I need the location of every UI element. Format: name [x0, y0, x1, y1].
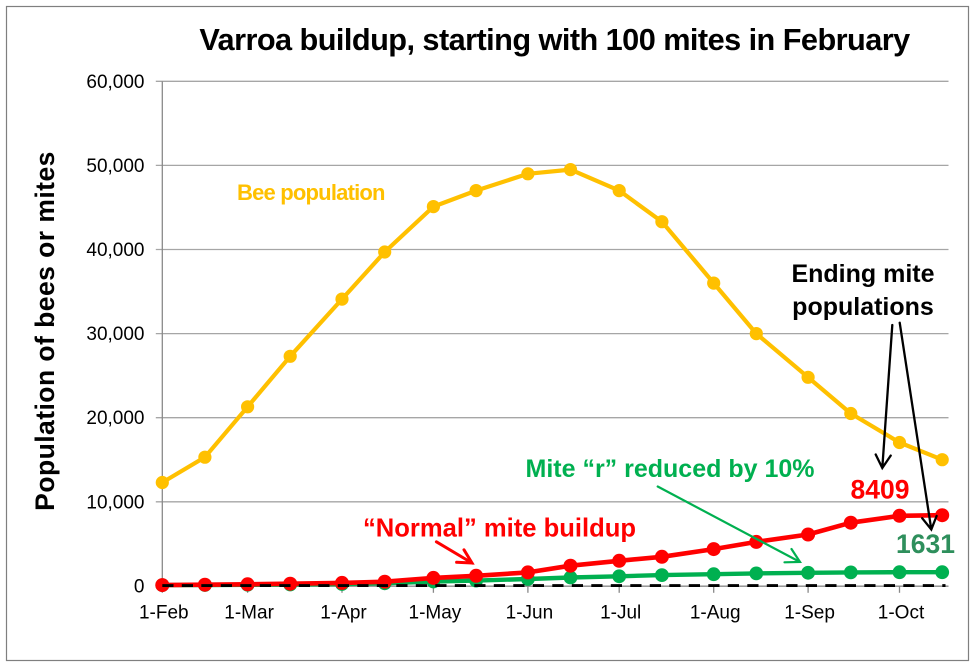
- svg-text:20,000: 20,000: [86, 408, 144, 429]
- svg-text:1-Sep: 1-Sep: [784, 603, 835, 624]
- svg-text:1-Oct: 1-Oct: [878, 603, 925, 624]
- svg-text:50,000: 50,000: [86, 156, 144, 177]
- svg-text:populations: populations: [792, 293, 934, 321]
- svg-text:1631: 1631: [896, 529, 955, 559]
- svg-text:Population of bees or mites: Population of bees or mites: [30, 151, 60, 511]
- svg-text:1-Apr: 1-Apr: [320, 603, 367, 624]
- svg-text:10,000: 10,000: [86, 492, 144, 513]
- svg-text:40,000: 40,000: [86, 240, 144, 261]
- svg-text:30,000: 30,000: [86, 324, 144, 345]
- svg-text:1-Jun: 1-Jun: [506, 603, 554, 624]
- svg-text:Bee population: Bee population: [237, 180, 385, 205]
- svg-text:1-Aug: 1-Aug: [690, 603, 741, 624]
- svg-text:60,000: 60,000: [86, 72, 144, 93]
- svg-text:1-May: 1-May: [409, 603, 462, 624]
- svg-text:8409: 8409: [851, 475, 910, 505]
- svg-text:1-Mar: 1-Mar: [224, 603, 274, 624]
- svg-text:0: 0: [134, 577, 145, 598]
- svg-text:1-Feb: 1-Feb: [139, 603, 189, 624]
- svg-text:Ending mite: Ending mite: [791, 260, 934, 288]
- svg-text:Mite “r” reduced by 10%: Mite “r” reduced by 10%: [526, 455, 815, 483]
- svg-text:Varroa buildup, starting with: Varroa buildup, starting with 100 mites …: [199, 22, 910, 57]
- svg-text:“Normal” mite buildup: “Normal” mite buildup: [363, 515, 636, 543]
- svg-text:1-Jul: 1-Jul: [600, 603, 641, 624]
